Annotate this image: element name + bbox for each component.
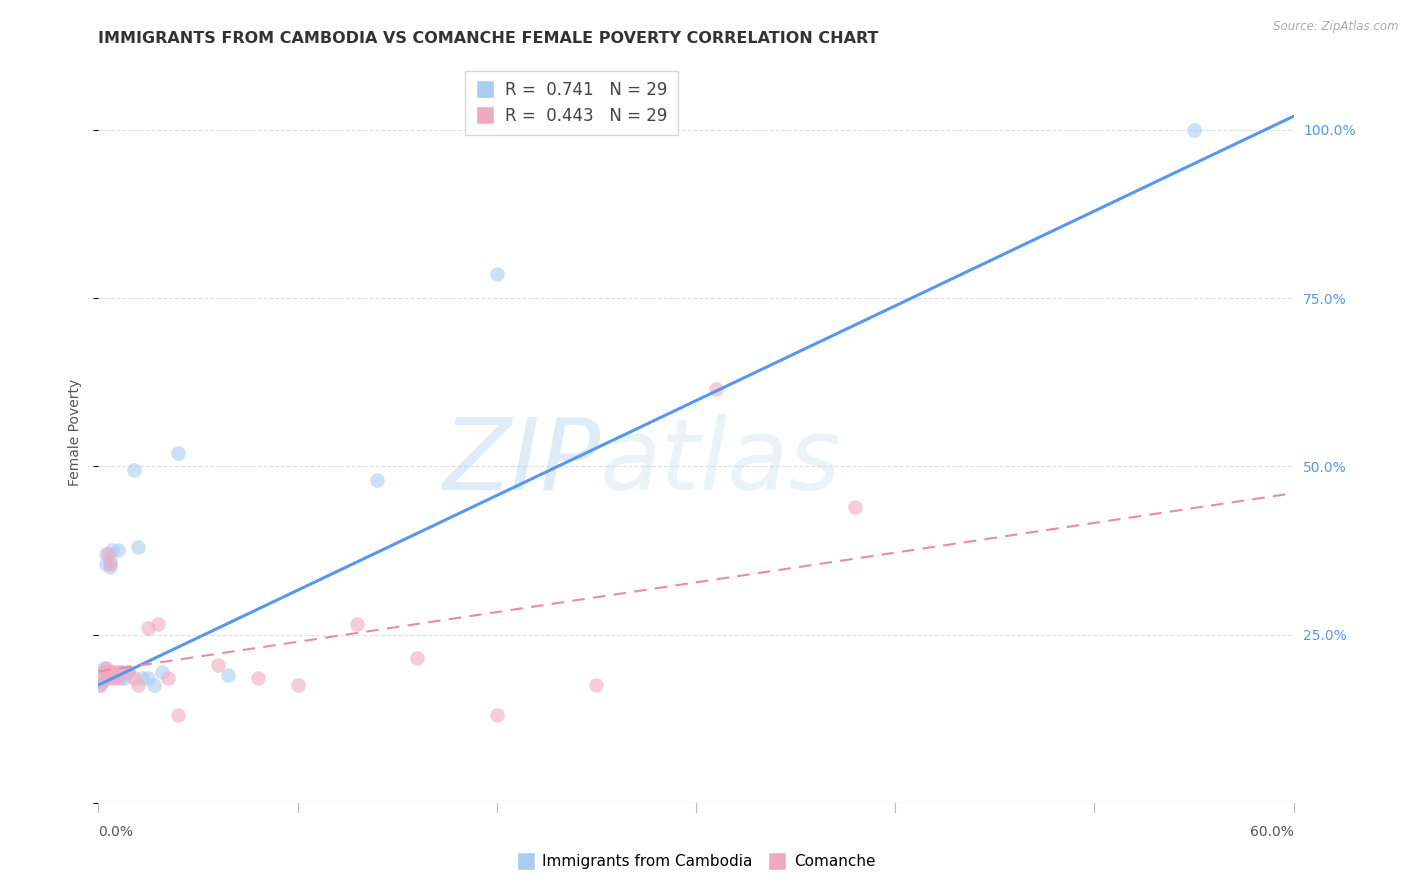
Text: Source: ZipAtlas.com: Source: ZipAtlas.com [1274,20,1399,33]
Point [111,665,134,679]
Text: atlas: atlas [600,414,842,511]
Point [96,557,118,571]
Point [406,651,429,665]
Point [117,665,139,679]
Text: IMMIGRANTS FROM CAMBODIA VS COMANCHE FEMALE POVERTY CORRELATION CHART: IMMIGRANTS FROM CAMBODIA VS COMANCHE FEM… [98,31,879,46]
Point [136,671,159,685]
Point [107,665,129,679]
Point [97,547,120,561]
Point [91,674,114,689]
Point [97,671,120,685]
Point [101,543,124,558]
Point [157,671,180,685]
Point [485,708,508,723]
Point [124,671,146,685]
Point [167,446,190,460]
Point [91,671,114,685]
Point [585,678,607,692]
Point [89,678,111,692]
Legend: Immigrants from Cambodia, Comanche: Immigrants from Cambodia, Comanche [510,848,882,875]
Point [148,617,170,632]
Point [105,668,128,682]
Point [485,268,508,282]
Point [93,661,115,675]
Point [100,665,122,679]
Point [103,671,125,685]
Point [287,678,309,692]
Point [150,665,173,679]
Point [100,560,122,574]
Text: ZIP: ZIP [441,414,600,511]
Point [112,671,135,685]
Point [97,665,120,679]
Point [117,665,139,679]
Point [111,665,134,679]
Point [100,557,122,571]
Point [97,671,120,685]
Point [127,540,149,554]
Point [96,661,118,675]
Point [93,665,115,679]
Text: 60.0%: 60.0% [1250,825,1294,839]
Point [136,621,159,635]
Point [89,678,111,692]
Point [127,678,149,692]
Point [107,543,129,558]
Point [844,500,866,514]
Point [101,665,124,679]
Point [96,547,118,561]
Point [167,708,190,723]
Point [207,657,229,672]
Point [124,463,146,477]
Point [131,671,153,685]
Point [143,678,166,692]
Point [103,665,125,679]
Y-axis label: Female Poverty: Female Poverty [69,379,83,486]
Point [704,382,727,396]
Text: 0.0%: 0.0% [98,825,134,839]
Point [366,473,388,487]
Point [217,668,239,682]
Point [93,665,115,679]
Point [246,671,269,685]
Point [1182,122,1205,136]
Point [100,553,122,567]
Point [110,671,132,685]
Point [105,671,128,685]
Legend: R =  0.741   N = 29, R =  0.443   N = 29: R = 0.741 N = 29, R = 0.443 N = 29 [465,70,678,135]
Point [346,617,368,632]
